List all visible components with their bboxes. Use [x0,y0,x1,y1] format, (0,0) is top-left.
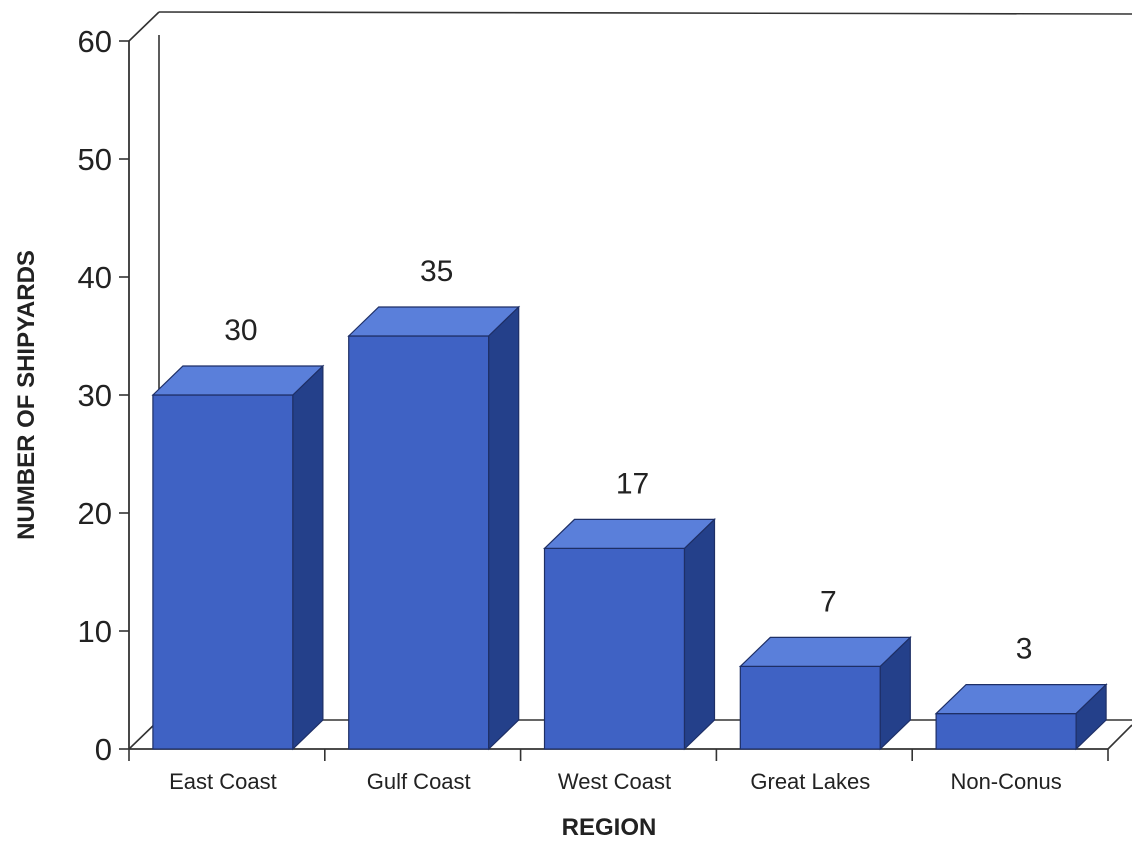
y-tick-label: 30 [78,378,112,413]
bar-front-face [739,665,881,750]
bar-front-face [348,335,490,750]
y-axis: 0 10 20 30 40 50 60 [78,24,1109,767]
side-wall-top-edge [128,11,160,42]
bar-value-label: 35 [420,255,453,288]
bar-side-face [488,305,520,751]
y-tick-label: 20 [78,496,112,531]
y-tick-label: 10 [78,614,112,649]
bar-side-face [879,635,911,751]
bar-value-label: 3 [1016,633,1033,666]
y-tick-label: 0 [95,732,112,767]
x-category-label: Non-Conus [950,769,1061,794]
bar-front-face [935,712,1077,750]
bar-non-conus [934,683,1108,751]
bar-value-label: 7 [820,585,837,618]
bar-side-face [292,364,324,751]
x-category-label: Great Lakes [750,769,870,794]
y-tick-label: 50 [78,142,112,177]
bar-east-coast [151,364,325,751]
bar-value-label: 17 [616,467,649,500]
category-labels: 30 East Coast 35 Gulf Coast 17 West Coast 7 Gre… [169,255,1062,794]
bar-gulf-coast [347,305,521,751]
x-axis-title: REGION [562,814,657,840]
bar-front-face [152,394,294,750]
x-category-label: Gulf Coast [367,769,471,794]
x-category-label: East Coast [169,769,277,794]
bar-value-label: 30 [224,314,257,347]
bar-side-face [1075,683,1107,751]
floor-right-edge [1107,724,1132,750]
back-wall-top-edge [158,11,1132,15]
bar-front-face [543,547,686,750]
bar-side-face [683,517,716,751]
x-category-label: West Coast [558,769,671,794]
y-axis-title: NUMBER OF SHIPYARDS [13,250,40,540]
bar-west-coast [543,517,716,751]
y-tick-label: 40 [78,260,112,295]
bar-great-lakes [738,635,912,751]
y-tick-label: 60 [78,24,112,59]
bars [151,305,1108,751]
